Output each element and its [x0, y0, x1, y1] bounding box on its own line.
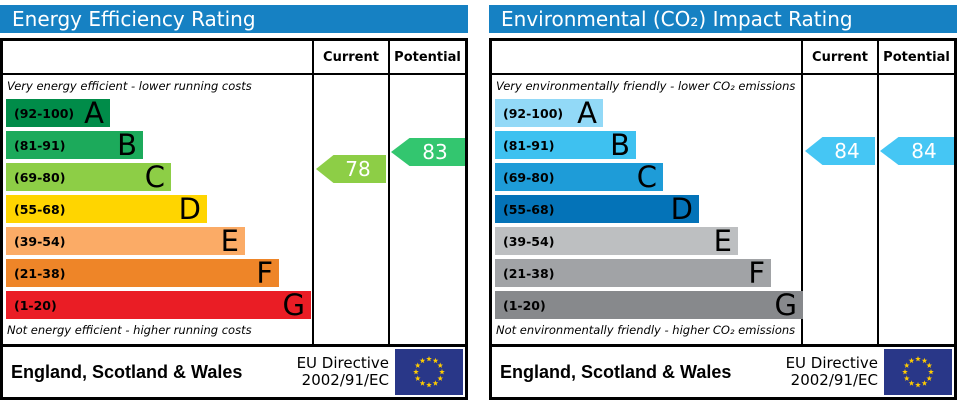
region-label: England, Scotland & Wales [500, 361, 732, 382]
column-divider [877, 75, 879, 344]
band-range: (1-20) [503, 297, 546, 313]
eu-directive-line1: EU Directive [785, 353, 878, 372]
band-range: (39-54) [14, 233, 66, 249]
top-note: Very environmentally friendly - lower CO… [496, 79, 796, 93]
rating-table: Current Potential Very environmentally f… [489, 38, 957, 400]
column-divider [801, 75, 803, 344]
band-letter: F [748, 255, 765, 290]
panel-title: Environmental (CO₂) Impact Rating [489, 5, 957, 33]
rating-bands: (92-100) A (81-91) B (69-80) C (55-68) D [495, 95, 803, 323]
column-header-row: Current Potential [492, 41, 954, 75]
current-rating-arrow: 78 [316, 155, 386, 183]
rating-scale-area: Very energy efficient - lower running co… [3, 75, 465, 344]
rating-bands: (92-100) A (81-91) B (69-80) C (55-68) D [6, 95, 311, 323]
band-letter: B [610, 127, 630, 162]
band-letter: A [577, 95, 597, 130]
eu-directive-label: EU Directive 2002/91/EC [785, 353, 878, 390]
eu-directive-line2: 2002/91/EC [301, 371, 389, 389]
band-range: (69-80) [503, 169, 555, 185]
eu-flag-icon [884, 349, 952, 395]
band-d: (55-68) D [6, 191, 207, 226]
band-letter: G [282, 287, 305, 322]
band-c: (69-80) C [6, 159, 171, 194]
band-letter: D [670, 191, 693, 226]
band-range: (55-68) [14, 201, 66, 217]
panel-title: Energy Efficiency Rating [0, 5, 468, 33]
rating-scale-area: Very environmentally friendly - lower CO… [492, 75, 954, 344]
band-range: (81-91) [14, 137, 66, 153]
potential-column-header: Potential [883, 49, 950, 65]
panel-footer: England, Scotland & Wales EU Directive 2… [3, 344, 465, 397]
band-d: (55-68) D [495, 191, 699, 226]
band-letter: D [178, 191, 201, 226]
eu-directive-label: EU Directive 2002/91/EC [296, 353, 389, 390]
column-divider [877, 41, 879, 73]
potential-rating-arrow: 83 [391, 138, 465, 166]
band-f: (21-38) F [495, 255, 771, 290]
band-letter: E [713, 223, 732, 258]
bottom-note: Not environmentally friendly - higher CO… [496, 323, 796, 337]
band-letter: G [774, 287, 797, 322]
band-range: (39-54) [503, 233, 555, 249]
band-range: (69-80) [14, 169, 66, 185]
energy-efficiency-panel: Energy Efficiency Rating Current Potenti… [0, 0, 468, 404]
panel-footer: England, Scotland & Wales EU Directive 2… [492, 344, 954, 397]
band-letter: E [220, 223, 239, 258]
column-divider [388, 41, 390, 73]
band-g: (1-20) G [495, 287, 803, 322]
band-range: (55-68) [503, 201, 555, 217]
band-b: (81-91) B [6, 127, 143, 162]
band-c: (69-80) C [495, 159, 663, 194]
header-spacer [492, 41, 801, 73]
band-g: (1-20) G [6, 287, 311, 322]
band-range: (21-38) [14, 265, 66, 281]
band-range: (81-91) [503, 137, 555, 153]
band-range: (1-20) [14, 297, 57, 313]
column-divider [801, 41, 803, 73]
band-e: (39-54) E [6, 223, 245, 258]
column-divider [388, 75, 390, 344]
band-letter: C [144, 159, 165, 194]
band-e: (39-54) E [495, 223, 738, 258]
environmental-impact-panel: Environmental (CO₂) Impact Rating Curren… [489, 0, 957, 404]
column-header-row: Current Potential [3, 41, 465, 75]
header-spacer [3, 41, 312, 73]
eu-directive-line1: EU Directive [296, 353, 389, 372]
band-letter: C [636, 159, 657, 194]
column-divider [312, 41, 314, 73]
band-letter: B [117, 127, 137, 162]
current-column-header: Current [812, 49, 868, 65]
band-a: (92-100) A [495, 95, 603, 130]
potential-column-header: Potential [394, 49, 461, 65]
band-range: (92-100) [503, 105, 564, 121]
region-label: England, Scotland & Wales [11, 361, 243, 382]
band-a: (92-100) A [6, 95, 110, 130]
band-range: (92-100) [14, 105, 75, 121]
potential-rating-arrow: 84 [880, 137, 954, 165]
column-divider [312, 75, 314, 344]
band-letter: A [84, 95, 104, 130]
current-rating-arrow: 84 [805, 137, 875, 165]
eu-flag-icon [395, 349, 463, 395]
current-column-header: Current [323, 49, 379, 65]
band-f: (21-38) F [6, 255, 279, 290]
top-note: Very energy efficient - lower running co… [7, 79, 252, 93]
band-range: (21-38) [503, 265, 555, 281]
bottom-note: Not energy efficient - higher running co… [7, 323, 252, 337]
eu-directive-line2: 2002/91/EC [790, 371, 878, 389]
rating-table: Current Potential Very energy efficient … [0, 38, 468, 400]
band-b: (81-91) B [495, 127, 636, 162]
band-letter: F [256, 255, 273, 290]
